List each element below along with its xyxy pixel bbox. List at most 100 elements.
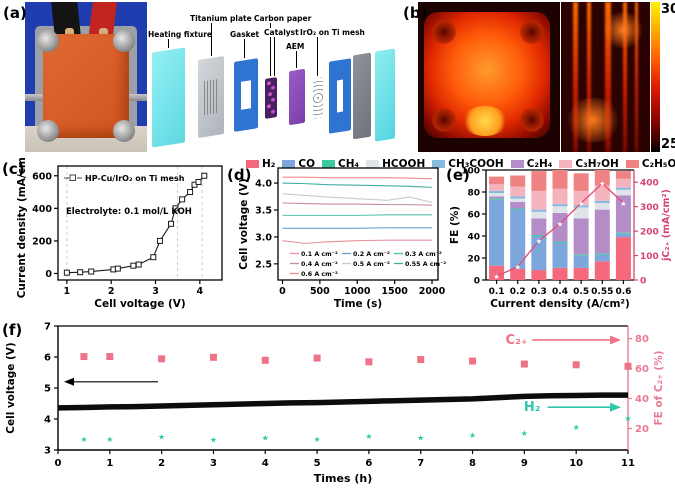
c2-square-marker [106,353,114,361]
leader-line [270,23,271,76]
ti-mesh-plate [313,77,323,119]
x-tick-label: 8 [469,458,476,469]
bar-segment [615,171,631,179]
legend-label: CH₄ [338,157,360,170]
catalyst-texture [267,79,275,117]
legend-swatch-icon [282,159,296,168]
leader-line [244,39,245,58]
thermal-bolt [432,108,456,132]
y-axis-label: Current density (mA/cm²) [16,158,28,298]
legend-label: 0.3 A cm⁻² [405,251,442,258]
x-tick-label: 2 [108,286,115,297]
bar-segment [531,234,547,236]
square-marker [77,269,84,276]
bar-segment [510,198,526,202]
y-tick-label: 3 [44,446,51,457]
c2-square-marker [624,362,632,370]
h2-star-marker: ★ [158,433,165,442]
x-tick-label: 0.4 [552,287,568,297]
leader-line [168,39,169,48]
thermal-streak [635,2,638,152]
square-marker [156,237,163,244]
legend-item: CO [282,158,315,170]
bar-segment [615,237,631,280]
component-label: Catalyst [264,28,299,37]
y2-tick-label: 0 [640,277,646,287]
h2-star-marker: ★ [469,431,476,440]
bolt [37,120,59,142]
bar-segment [552,267,568,280]
legend-item: C₂H₅OH [625,158,675,170]
y2-axis-label: jC₂₊ (mA/cm²) [661,189,672,262]
thermal-bolt [520,108,544,132]
component-label: IrO₂ on Ti mesh [300,28,365,37]
chart-d: 0 500 1000 1500 2000 2.5 3.0 3.5 4.0 Time (s) Cell… [236,160,446,318]
legend-item: C₂H₄ [510,158,552,170]
x-axis-label: Time (s) [334,298,382,310]
legend-swatch-icon [366,159,380,168]
x-tick-label: 0.2 [510,287,526,297]
bar-segment [615,232,631,234]
data-line [282,214,433,216]
legend-item: H₂ [246,158,275,170]
y-axis-label: Cell voltage (V) [238,178,250,269]
y2-tick-label: 80 [635,334,649,345]
h2-star-marker: ★ [573,423,580,432]
x-tick-label: 0.6 [615,287,631,297]
star-marker: ★ [557,221,563,229]
chart-d-svg: 0 500 1000 1500 2000 2.5 3.0 3.5 4.0 Time (s) Cell… [238,167,446,310]
y-tick-label: 0 [474,277,480,287]
bar-segment [594,253,610,255]
support-rod [129,94,147,101]
data-line [282,202,433,206]
y-tick-label: 5 [44,384,51,395]
data-line [282,176,433,180]
legend-item: HCOOH [366,158,425,170]
x-tick-label: 4 [262,458,269,469]
y2-tick-label: 400 [640,179,659,189]
square-marker [195,178,202,185]
bar-segment [594,209,610,254]
x-tick-label: 0 [55,458,62,469]
bar-segment [615,178,631,188]
bolt [37,30,59,52]
y-tick-label: 200 [32,236,52,247]
panel-c-label: (c) [2,160,25,178]
legend-item: CH₃COOH [432,158,504,170]
component-label: Carbon paper [254,14,312,23]
gasket-window [337,79,343,113]
electrolyte-annotation: Electrolyte: 0.1 mol/L KOH [66,207,192,217]
square-marker [88,268,95,275]
gasket-plate [234,58,258,132]
exploded-diagram: Heating fixture Titanium plate Gasket Ca… [148,2,433,152]
support-rod [25,94,47,101]
data-line [282,239,433,244]
x-tick-label: 3 [152,286,159,297]
bar-segment [531,270,547,280]
square-marker [179,196,186,203]
data-line [282,227,433,229]
y-tick-label: 3.0 [255,232,272,243]
bar-segment [489,265,505,280]
legend-label: 0.2 A cm⁻² [353,251,390,258]
titanium-plate [198,55,224,139]
voltage-line [57,392,628,411]
legend-swatch-icon [432,159,446,168]
panel-a-label: (a) [3,4,27,22]
plot-box [57,165,223,281]
end-plate-cyan [375,48,395,142]
legend-label: 0.6 A cm⁻² [301,271,338,278]
h2-label: H₂ [524,400,541,415]
x-tick-label: 1000 [344,286,371,297]
x-tick-label: 10 [569,458,583,469]
legend-swatch-icon [322,159,336,168]
thermal-streak [573,2,578,152]
h2-star-marker: ★ [365,432,372,441]
bar-segment [510,186,526,197]
y-tick-label: 3.5 [255,206,272,217]
thermal-bolt [520,20,544,44]
thermal-hotspot [462,106,508,136]
bar-segment [510,209,526,269]
legend-swatch-icon [510,159,524,168]
bar-segment [531,209,547,212]
